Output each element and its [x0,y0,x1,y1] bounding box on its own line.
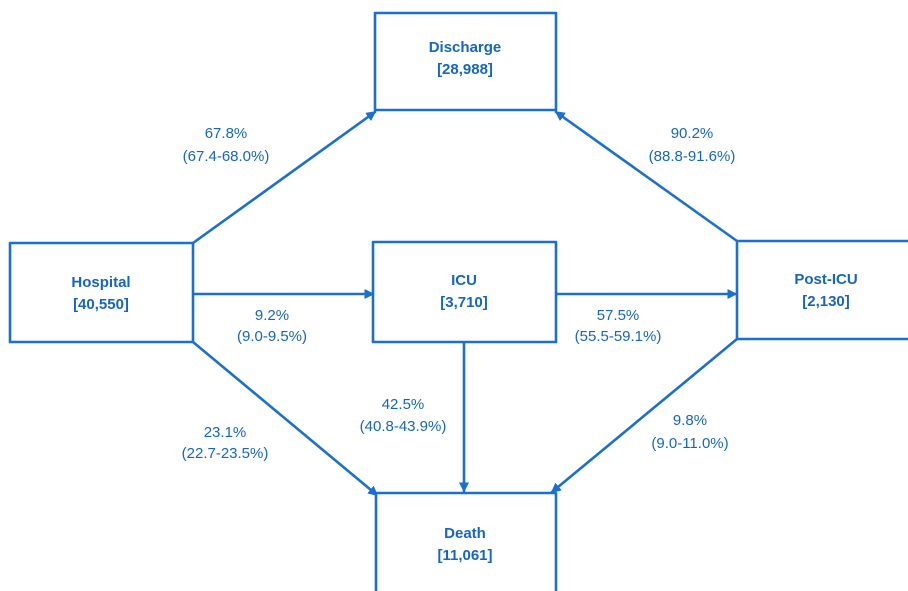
edge-label-hospital-death-ci: (22.7-23.5%) [182,445,269,462]
node-icu-title: ICU [451,272,477,289]
node-discharge: Discharge [28,988] [373,11,558,112]
edge-label-icu-post-icu-pct: 57.5% [597,307,640,324]
edge-label-icu-death-pct: 42.5% [382,396,425,413]
edge-label-hospital-icu-pct: 9.2% [255,307,289,324]
node-hospital-title: Hospital [71,274,130,291]
edge-labels: 67.8% (67.4-68.0%) 9.2% (9.0-9.5%) 23.1%… [182,125,736,462]
edge-label-icu-post-icu-ci: (55.5-59.1%) [575,328,662,345]
node-post-icu-count: [2,130] [802,293,850,310]
edge-label-hospital-discharge-ci: (67.4-68.0%) [183,148,270,165]
node-death-box [374,491,558,591]
edge-label-post-icu-discharge-pct: 90.2% [671,125,714,142]
node-discharge-count: [28,988] [437,61,493,78]
edge-label-hospital-icu-ci: (9.0-9.5%) [237,328,307,345]
edge-label-hospital-death-pct: 23.1% [204,424,247,441]
node-post-icu-box [735,239,908,341]
node-death: Death [11,061] [374,491,558,591]
node-icu: ICU [3,710] [371,240,558,344]
arrow-hospital-to-discharge [191,110,377,245]
node-post-icu: Post-ICU [2,130] [735,239,908,341]
edges [191,110,739,497]
edge-label-hospital-discharge-pct: 67.8% [205,125,248,142]
node-icu-count: [3,710] [440,294,488,311]
node-hospital: Hospital [40,550] [8,241,195,344]
edge-label-post-icu-discharge-ci: (88.8-91.6%) [649,148,736,165]
edge-label-post-icu-death-ci: (9.0-11.0%) [651,435,728,452]
arrow-post-icu-to-death [550,337,739,494]
node-death-count: [11,061] [437,547,492,564]
node-hospital-box [8,241,195,344]
node-discharge-title: Discharge [429,39,502,56]
node-discharge-box [373,11,558,112]
arrow-hospital-to-death [191,340,379,497]
arrow-post-icu-to-discharge [554,110,739,243]
edge-label-icu-death-ci: (40.8-43.9%) [360,418,447,435]
node-post-icu-title: Post-ICU [794,271,857,288]
node-hospital-count: [40,550] [73,296,129,313]
edge-label-post-icu-death-pct: 9.8% [673,412,707,429]
node-death-title: Death [444,525,486,542]
node-icu-box [371,240,558,344]
